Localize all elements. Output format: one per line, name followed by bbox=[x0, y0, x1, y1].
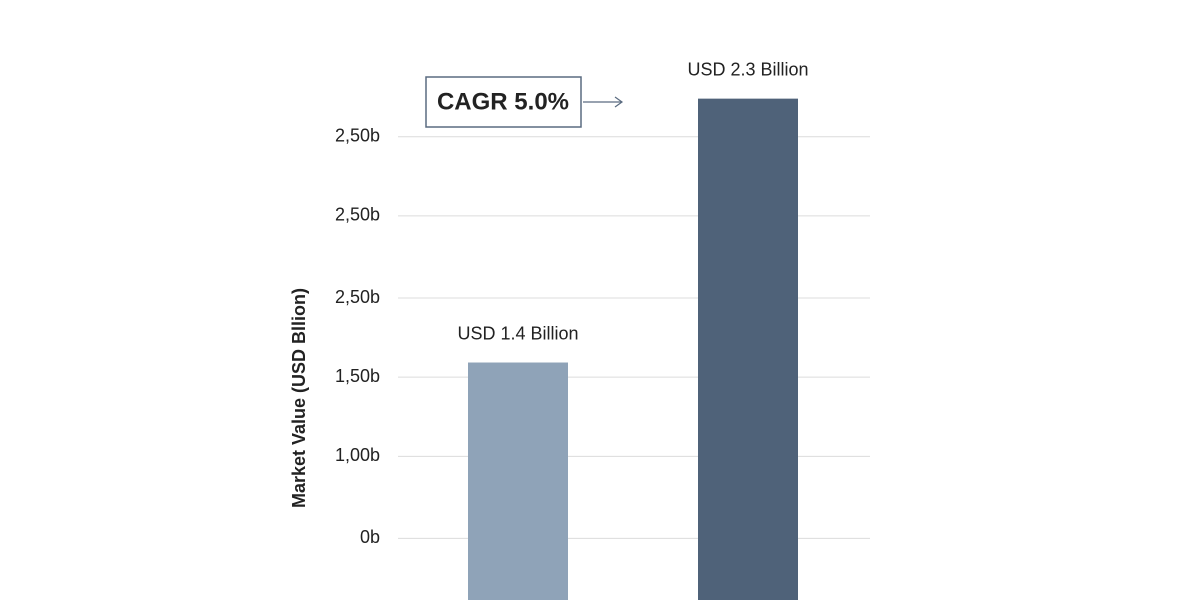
y-axis-label: Market Value (USD Bllion) bbox=[289, 288, 309, 508]
y-tick-label: 2,50b bbox=[335, 205, 380, 225]
value-label: USD 2.3 Billion bbox=[687, 59, 808, 79]
y-tick-label: 2,50b bbox=[335, 126, 380, 146]
y-tick-label: 0b bbox=[360, 527, 380, 547]
y-tick-label: 2,50b bbox=[335, 287, 380, 307]
annotation: CAGR 5.0% bbox=[437, 88, 569, 115]
bar bbox=[698, 98, 798, 600]
bar bbox=[468, 362, 568, 600]
annotation-arrowhead bbox=[614, 96, 624, 108]
value-label: USD 1.4 Billion bbox=[457, 323, 578, 343]
y-tick-label: 1,50b bbox=[335, 366, 380, 386]
annotation-box bbox=[425, 76, 582, 128]
y-tick-label: 1,00b bbox=[335, 445, 380, 465]
